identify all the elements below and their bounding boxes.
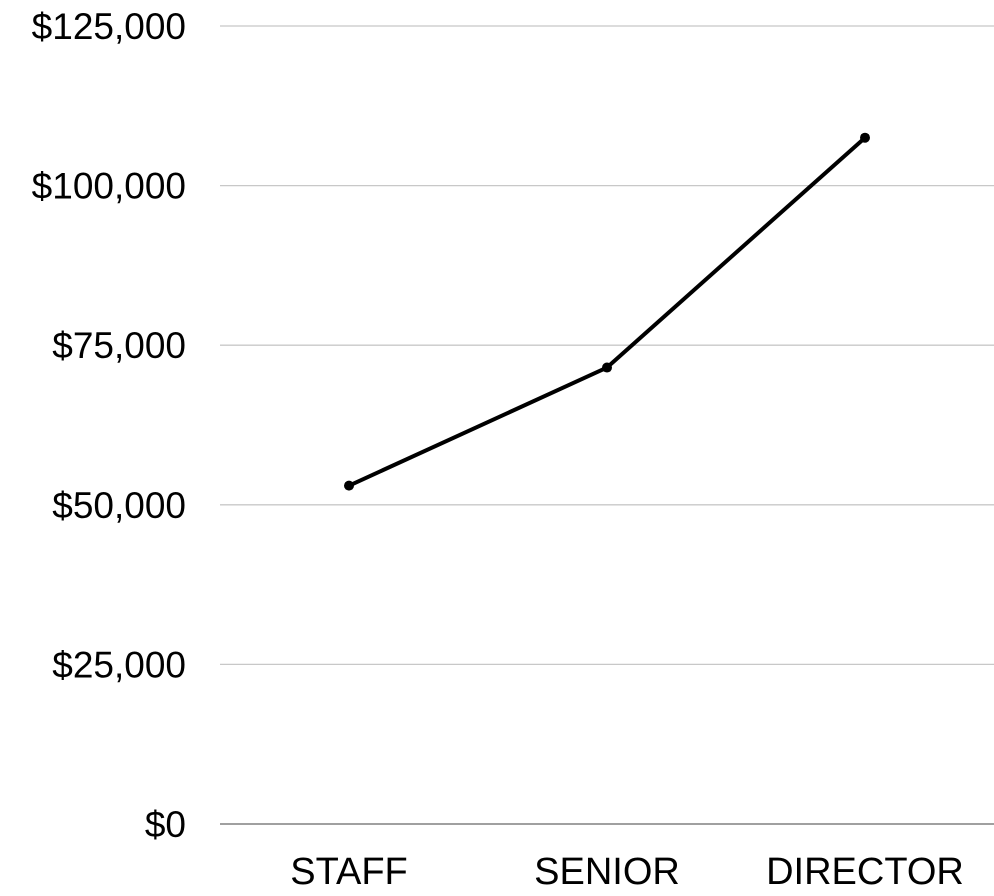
y-tick-label: $75,000 [52, 325, 186, 366]
y-tick-label: $50,000 [52, 485, 186, 526]
y-tick-label: $25,000 [52, 644, 186, 685]
data-point-marker [860, 132, 870, 143]
y-tick-label: $0 [145, 804, 186, 845]
x-axis-category-labels: STAFF SENIOR DIRECTOR [290, 851, 964, 893]
x-category-label: SENIOR [534, 851, 680, 891]
series-layer [344, 132, 870, 491]
gridlines [220, 25, 994, 825]
y-axis-tick-labels: $0 $25,000 $50,000 $75,000 $100,000 $125,000 [32, 6, 186, 845]
x-category-label: DIRECTOR [766, 851, 964, 891]
x-category-label: STAFF [290, 851, 408, 891]
y-tick-label: $100,000 [32, 166, 186, 207]
data-point-marker [344, 480, 354, 491]
y-tick-label: $125,000 [32, 6, 186, 47]
data-point-marker [602, 362, 612, 373]
series-line [348, 136, 867, 488]
